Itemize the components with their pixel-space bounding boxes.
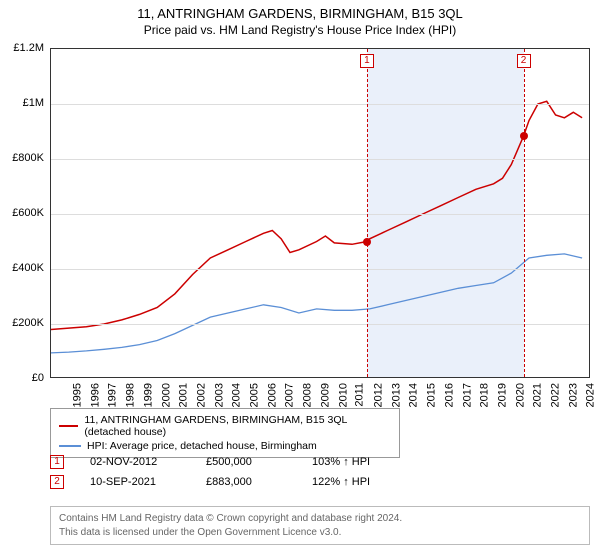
x-axis-label: 2019 <box>496 383 508 407</box>
legend-label-hpi: HPI: Average price, detached house, Birm… <box>87 440 317 452</box>
y-axis-label: £0 <box>2 372 44 384</box>
x-axis-label: 2020 <box>514 383 526 407</box>
gridline <box>51 214 589 215</box>
chart-title: 11, ANTRINGHAM GARDENS, BIRMINGHAM, B15 … <box>0 0 600 21</box>
y-axis-label: £1.2M <box>2 42 44 54</box>
sale-vline-marker: 1 <box>360 54 374 68</box>
x-axis-label: 2002 <box>195 383 207 407</box>
y-axis-label: £200K <box>2 317 44 329</box>
gridline <box>51 104 589 105</box>
sales-table: 1 02-NOV-2012 £500,000 103% ↑ HPI 2 10-S… <box>50 452 370 492</box>
x-axis-label: 2013 <box>390 383 402 407</box>
x-axis-label: 2016 <box>443 383 455 407</box>
sale-hpi-2: 122% ↑ HPI <box>312 476 370 488</box>
x-axis-label: 1995 <box>71 383 83 407</box>
y-axis-label: £1M <box>2 97 44 109</box>
legend: 11, ANTRINGHAM GARDENS, BIRMINGHAM, B15 … <box>50 408 400 458</box>
sale-price-2: £883,000 <box>206 476 286 488</box>
sale-vline <box>367 49 368 377</box>
x-axis-label: 1999 <box>142 383 154 407</box>
x-axis-label: 2021 <box>532 383 544 407</box>
y-axis-label: £800K <box>2 152 44 164</box>
x-axis-label: 1996 <box>89 383 101 407</box>
y-axis-label: £600K <box>2 207 44 219</box>
x-axis-label: 2015 <box>426 383 438 407</box>
x-axis-label: 2006 <box>266 383 278 407</box>
x-axis-label: 2014 <box>408 383 420 407</box>
x-axis-label: 2001 <box>178 383 190 407</box>
x-axis-label: 2004 <box>231 383 243 407</box>
sale-marker-1: 1 <box>50 455 64 469</box>
x-axis-label: 2024 <box>585 383 597 407</box>
x-axis-label: 2010 <box>337 383 349 407</box>
footer-line-1: Contains HM Land Registry data © Crown c… <box>59 512 581 526</box>
chart-subtitle: Price paid vs. HM Land Registry's House … <box>0 21 600 43</box>
gridline <box>51 159 589 160</box>
legend-item-property: 11, ANTRINGHAM GARDENS, BIRMINGHAM, B15 … <box>59 413 391 439</box>
sale-dot <box>363 238 371 246</box>
chart-container: 11, ANTRINGHAM GARDENS, BIRMINGHAM, B15 … <box>0 0 600 560</box>
x-axis-label: 2023 <box>567 383 579 407</box>
x-axis-label: 2022 <box>550 383 562 407</box>
gridline <box>51 269 589 270</box>
x-axis-label: 2003 <box>213 383 225 407</box>
y-axis-label: £400K <box>2 262 44 274</box>
sale-date-2: 10-SEP-2021 <box>90 476 180 488</box>
sale-price-1: £500,000 <box>206 456 286 468</box>
gridline <box>51 324 589 325</box>
x-axis-label: 2007 <box>284 383 296 407</box>
legend-swatch-hpi <box>59 445 81 447</box>
x-axis-label: 2012 <box>372 383 384 407</box>
x-axis-label: 2000 <box>160 383 172 407</box>
x-axis-label: 1997 <box>107 383 119 407</box>
x-axis-label: 2005 <box>249 383 261 407</box>
legend-label-property: 11, ANTRINGHAM GARDENS, BIRMINGHAM, B15 … <box>84 414 391 438</box>
legend-swatch-property <box>59 425 78 427</box>
legend-item-hpi: HPI: Average price, detached house, Birm… <box>59 439 391 453</box>
sale-hpi-1: 103% ↑ HPI <box>312 456 370 468</box>
sale-vline <box>524 49 525 377</box>
sale-marker-2: 2 <box>50 475 64 489</box>
sale-vline-marker: 2 <box>517 54 531 68</box>
x-axis-label: 1998 <box>125 383 137 407</box>
x-axis-label: 2009 <box>319 383 331 407</box>
footer: Contains HM Land Registry data © Crown c… <box>50 506 590 545</box>
sale-row-1: 1 02-NOV-2012 £500,000 103% ↑ HPI <box>50 452 370 472</box>
property-line <box>51 101 582 329</box>
x-axis-label: 2018 <box>479 383 491 407</box>
sale-row-2: 2 10-SEP-2021 £883,000 122% ↑ HPI <box>50 472 370 492</box>
x-axis-label: 2017 <box>461 383 473 407</box>
chart-plot-area: 12 <box>50 48 590 378</box>
footer-line-2: This data is licensed under the Open Gov… <box>59 526 581 540</box>
sale-date-1: 02-NOV-2012 <box>90 456 180 468</box>
x-axis-label: 2008 <box>302 383 314 407</box>
chart-svg <box>51 49 589 377</box>
sale-dot <box>520 132 528 140</box>
x-axis-label: 2011 <box>354 383 366 407</box>
